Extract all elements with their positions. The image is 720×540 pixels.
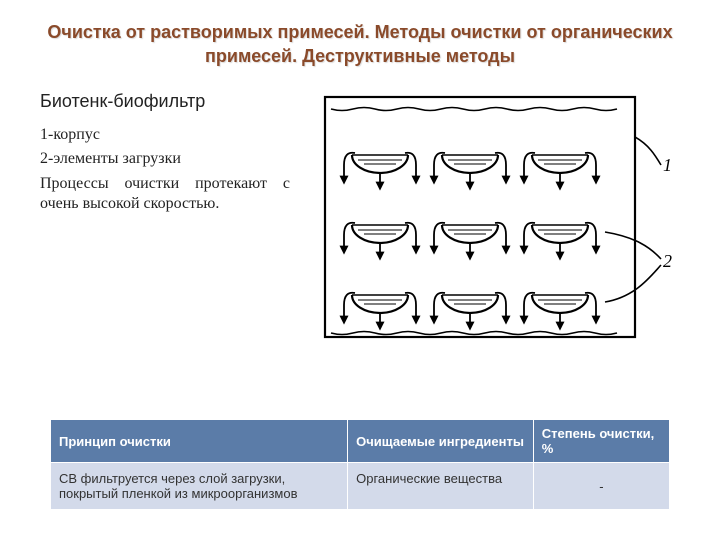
figure-column: 12: [310, 87, 680, 347]
col-header-3: Степень очистки, %: [533, 420, 669, 463]
legend-item-2: 2-элементы загрузки: [40, 150, 290, 168]
page-title: Очистка от растворимых примесей. Методы …: [40, 20, 680, 69]
paragraph: Процессы очистки протекают с очень высок…: [40, 174, 290, 216]
cell-degree: -: [533, 463, 669, 510]
text-column: Биотенк-биофильтр 1-корпус 2-элементы за…: [40, 87, 290, 216]
svg-text:2: 2: [663, 251, 672, 271]
subtitle: Биотенк-биофильтр: [40, 91, 290, 112]
col-header-1: Принцип очистки: [51, 420, 348, 463]
col-header-2: Очищаемые ингредиенты: [348, 420, 534, 463]
table-header-row: Принцип очистки Очищаемые ингредиенты Ст…: [51, 420, 670, 463]
content-row: Биотенк-биофильтр 1-корпус 2-элементы за…: [40, 87, 680, 347]
svg-text:1: 1: [663, 155, 672, 175]
legend-item-1: 1-корпус: [40, 126, 290, 144]
table-row: СВ фильтруется через слой загрузки, покр…: [51, 463, 670, 510]
slide: Очистка от растворимых примесей. Методы …: [0, 0, 720, 540]
properties-table-wrap: Принцип очистки Очищаемые ингредиенты Ст…: [50, 419, 670, 510]
biofilter-diagram: 12: [315, 87, 675, 347]
properties-table: Принцип очистки Очищаемые ингредиенты Ст…: [50, 419, 670, 510]
cell-ingredients: Органические вещества: [348, 463, 534, 510]
cell-principle: СВ фильтруется через слой загрузки, покр…: [51, 463, 348, 510]
